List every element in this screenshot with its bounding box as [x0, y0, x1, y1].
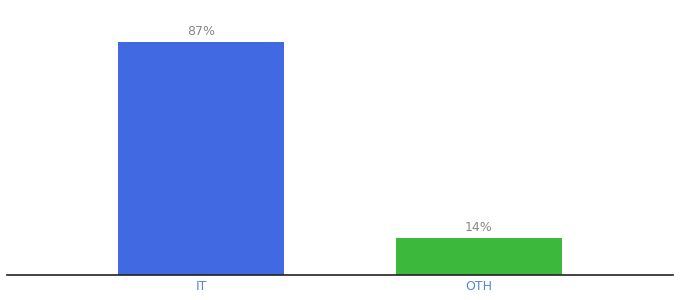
Bar: [396, 238, 562, 275]
Text: 14%: 14%: [465, 220, 492, 234]
Bar: [118, 42, 284, 275]
Text: 87%: 87%: [187, 25, 216, 38]
